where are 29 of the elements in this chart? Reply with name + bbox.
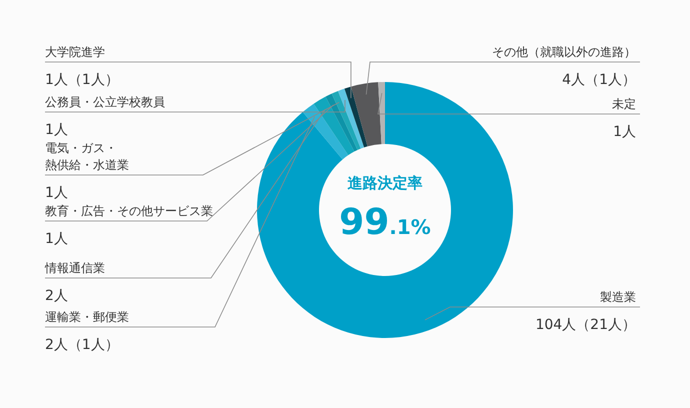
donut-slice	[302, 104, 348, 160]
donut-slice	[338, 88, 364, 149]
donut-slice	[314, 96, 354, 156]
data-label: 2人（1人）	[45, 337, 119, 353]
slice-label: 未定	[612, 97, 636, 111]
data-label: 1人	[45, 185, 68, 201]
data-label: 1人	[45, 231, 68, 247]
data-label: 1人（1人）	[45, 72, 119, 88]
data-label: 1人	[45, 122, 68, 138]
slice-label: 教育・広告・その他サービス業	[45, 204, 213, 218]
donut-slice	[378, 82, 385, 144]
donut-slice	[344, 86, 368, 148]
data-label: 4人（1人）	[562, 72, 636, 88]
slice-label: 情報通信業	[44, 261, 105, 275]
data-label: 1人	[613, 124, 636, 140]
donut-slice	[326, 94, 358, 152]
data-label: 104人（21人）	[535, 317, 636, 333]
text: 99.1%	[339, 202, 431, 243]
text: 進路決定率	[346, 174, 422, 192]
slice-label: 製造業	[600, 290, 636, 304]
slice-label: その他（就職以外の進路）	[492, 45, 636, 59]
donut-slice	[332, 90, 361, 150]
donut-slice	[351, 82, 382, 146]
slice-label: 公務員・公立学校教員	[45, 95, 165, 109]
slice-label: 電気・ガス・熱供給・水道業	[45, 141, 129, 172]
donut-slice	[257, 82, 513, 338]
data-label: 2人	[45, 288, 68, 304]
slice-label: 運輸業・郵便業	[45, 310, 129, 324]
slice-label: 大学院進学	[45, 45, 105, 59]
